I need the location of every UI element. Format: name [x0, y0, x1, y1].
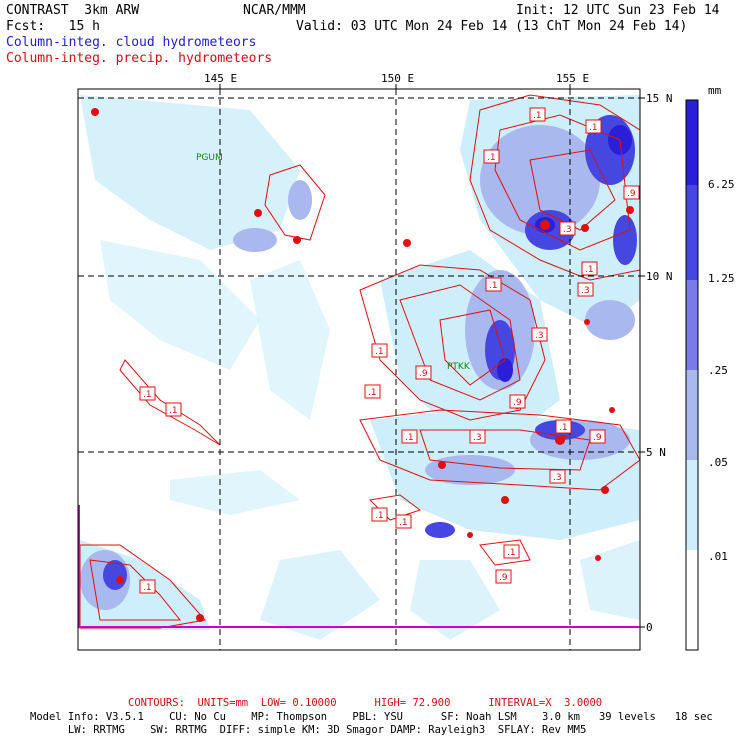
model-title: CONTRAST 3km ARW: [6, 3, 140, 18]
contour-label: .9: [513, 398, 522, 408]
colorbar-level-0_05: .05: [708, 456, 728, 469]
contour-label-box: [503, 544, 520, 559]
contour-label-box: [555, 419, 572, 434]
contour-label: .3: [553, 473, 562, 483]
lat-label-0: 0: [646, 621, 653, 634]
contour-label: .1: [585, 265, 594, 275]
contour-label-box: [585, 119, 602, 134]
contour-label: .9: [419, 369, 428, 379]
contour-label: .1: [487, 153, 496, 163]
contour-label-box: [485, 277, 502, 292]
lat-label-15n: 15 N: [646, 92, 673, 105]
contour-label-box: [395, 514, 412, 529]
contour-label-box: [509, 394, 526, 409]
contour-label: .3: [563, 225, 572, 235]
forecast-hour: Fcst: 15 h: [6, 19, 100, 34]
station-pgum: PGUM: [196, 153, 223, 163]
contour-label-box: [371, 343, 388, 358]
contour-label-box: [549, 469, 566, 484]
contour-label-box: [139, 386, 156, 401]
contour-labels: .1 .1 .1 .3 .9 .1 .1 .9 .1 .1 .3 .3 .9 .1 .3 .1 .1 .1 .1 .1…: [139, 107, 640, 594]
contour-label: .1: [399, 518, 408, 528]
valid-time: Valid: 03 UTC Mon 24 Feb 14 (13 ChT Mon …: [296, 19, 688, 34]
contour-label-box: [139, 579, 156, 594]
contour-label-box: [415, 365, 432, 380]
contour-label-box: [495, 569, 512, 584]
contour-label: .9: [627, 189, 636, 199]
map-frame: [77, 88, 641, 651]
contour-label: .1: [143, 390, 152, 400]
contour-label: .1: [489, 281, 498, 291]
tick-marks: [219, 84, 645, 628]
map-field: PGUM PTKK: [78, 89, 640, 650]
contour-label-box: [589, 429, 606, 444]
legend-cloud: Column-integ. cloud hydrometeors: [6, 35, 257, 50]
contour-label-box: [165, 402, 182, 417]
colorbar-level-6_25: 6.25: [708, 178, 735, 191]
contour-label-box: [401, 429, 418, 444]
contour-label-box: [371, 507, 388, 522]
contour-label-box: [483, 149, 500, 164]
contour-label: .1: [375, 347, 384, 357]
contour-label-box: [577, 282, 594, 297]
contour-label-box: [529, 107, 546, 122]
lon-label-155: 155 E: [556, 72, 590, 85]
contour-label: .1: [507, 548, 516, 558]
colorbar-level-1_25: 1.25: [708, 272, 735, 285]
contour-label: .1: [143, 583, 152, 593]
contour-label: .1: [368, 388, 377, 398]
contour-label: .1: [405, 433, 414, 443]
contour-label: .1: [533, 111, 542, 121]
contour-label: .1: [589, 123, 598, 133]
lon-label-145: 145 E: [204, 72, 238, 85]
model-info-line2: LW: RRTMG SW: RRTMG DIFF: simple KM: 3D …: [30, 724, 587, 736]
lat-label-5n: 5 N: [646, 446, 666, 459]
colorbar: [685, 99, 699, 651]
contour-label: .1: [169, 406, 178, 416]
contour-label-box: [623, 185, 640, 200]
legend-precip: Column-integ. precip. hydrometeors: [6, 51, 273, 66]
lat-lon-grid: [78, 89, 640, 650]
lat-label-10n: 10 N: [646, 270, 673, 283]
contour-info: CONTOURS: UNITS=mm LOW= 0.10000 HIGH= 72…: [128, 697, 603, 709]
colorbar-level-0_25: .25: [708, 364, 728, 377]
contour-label-box: [364, 384, 381, 399]
contour-label-box: [531, 327, 548, 342]
contour-label: .1: [559, 423, 568, 433]
contour-label: .3: [535, 331, 544, 341]
lon-label-150: 150 E: [381, 72, 415, 85]
precip-contours: [79, 94, 640, 629]
institution-label: NCAR/MMM: [243, 3, 306, 18]
contour-label-box: [469, 429, 486, 444]
colorbar-unit: mm: [708, 84, 722, 97]
station-ptkk: PTKK: [447, 362, 471, 372]
contour-label: .9: [499, 573, 508, 583]
contour-label: .9: [593, 433, 602, 443]
model-info-line1: Model Info: V3.5.1 CU: No Cu MP: Thompso…: [30, 711, 713, 723]
contour-label: .1: [375, 511, 384, 521]
contour-label-box: [581, 261, 598, 276]
init-time: Init: 12 UTC Sun 23 Feb 14: [516, 3, 720, 18]
contour-label: .3: [581, 286, 590, 296]
colorbar-level-0_01: .01: [708, 550, 728, 563]
contour-label: .3: [473, 433, 482, 443]
contour-label-box: [559, 221, 576, 236]
